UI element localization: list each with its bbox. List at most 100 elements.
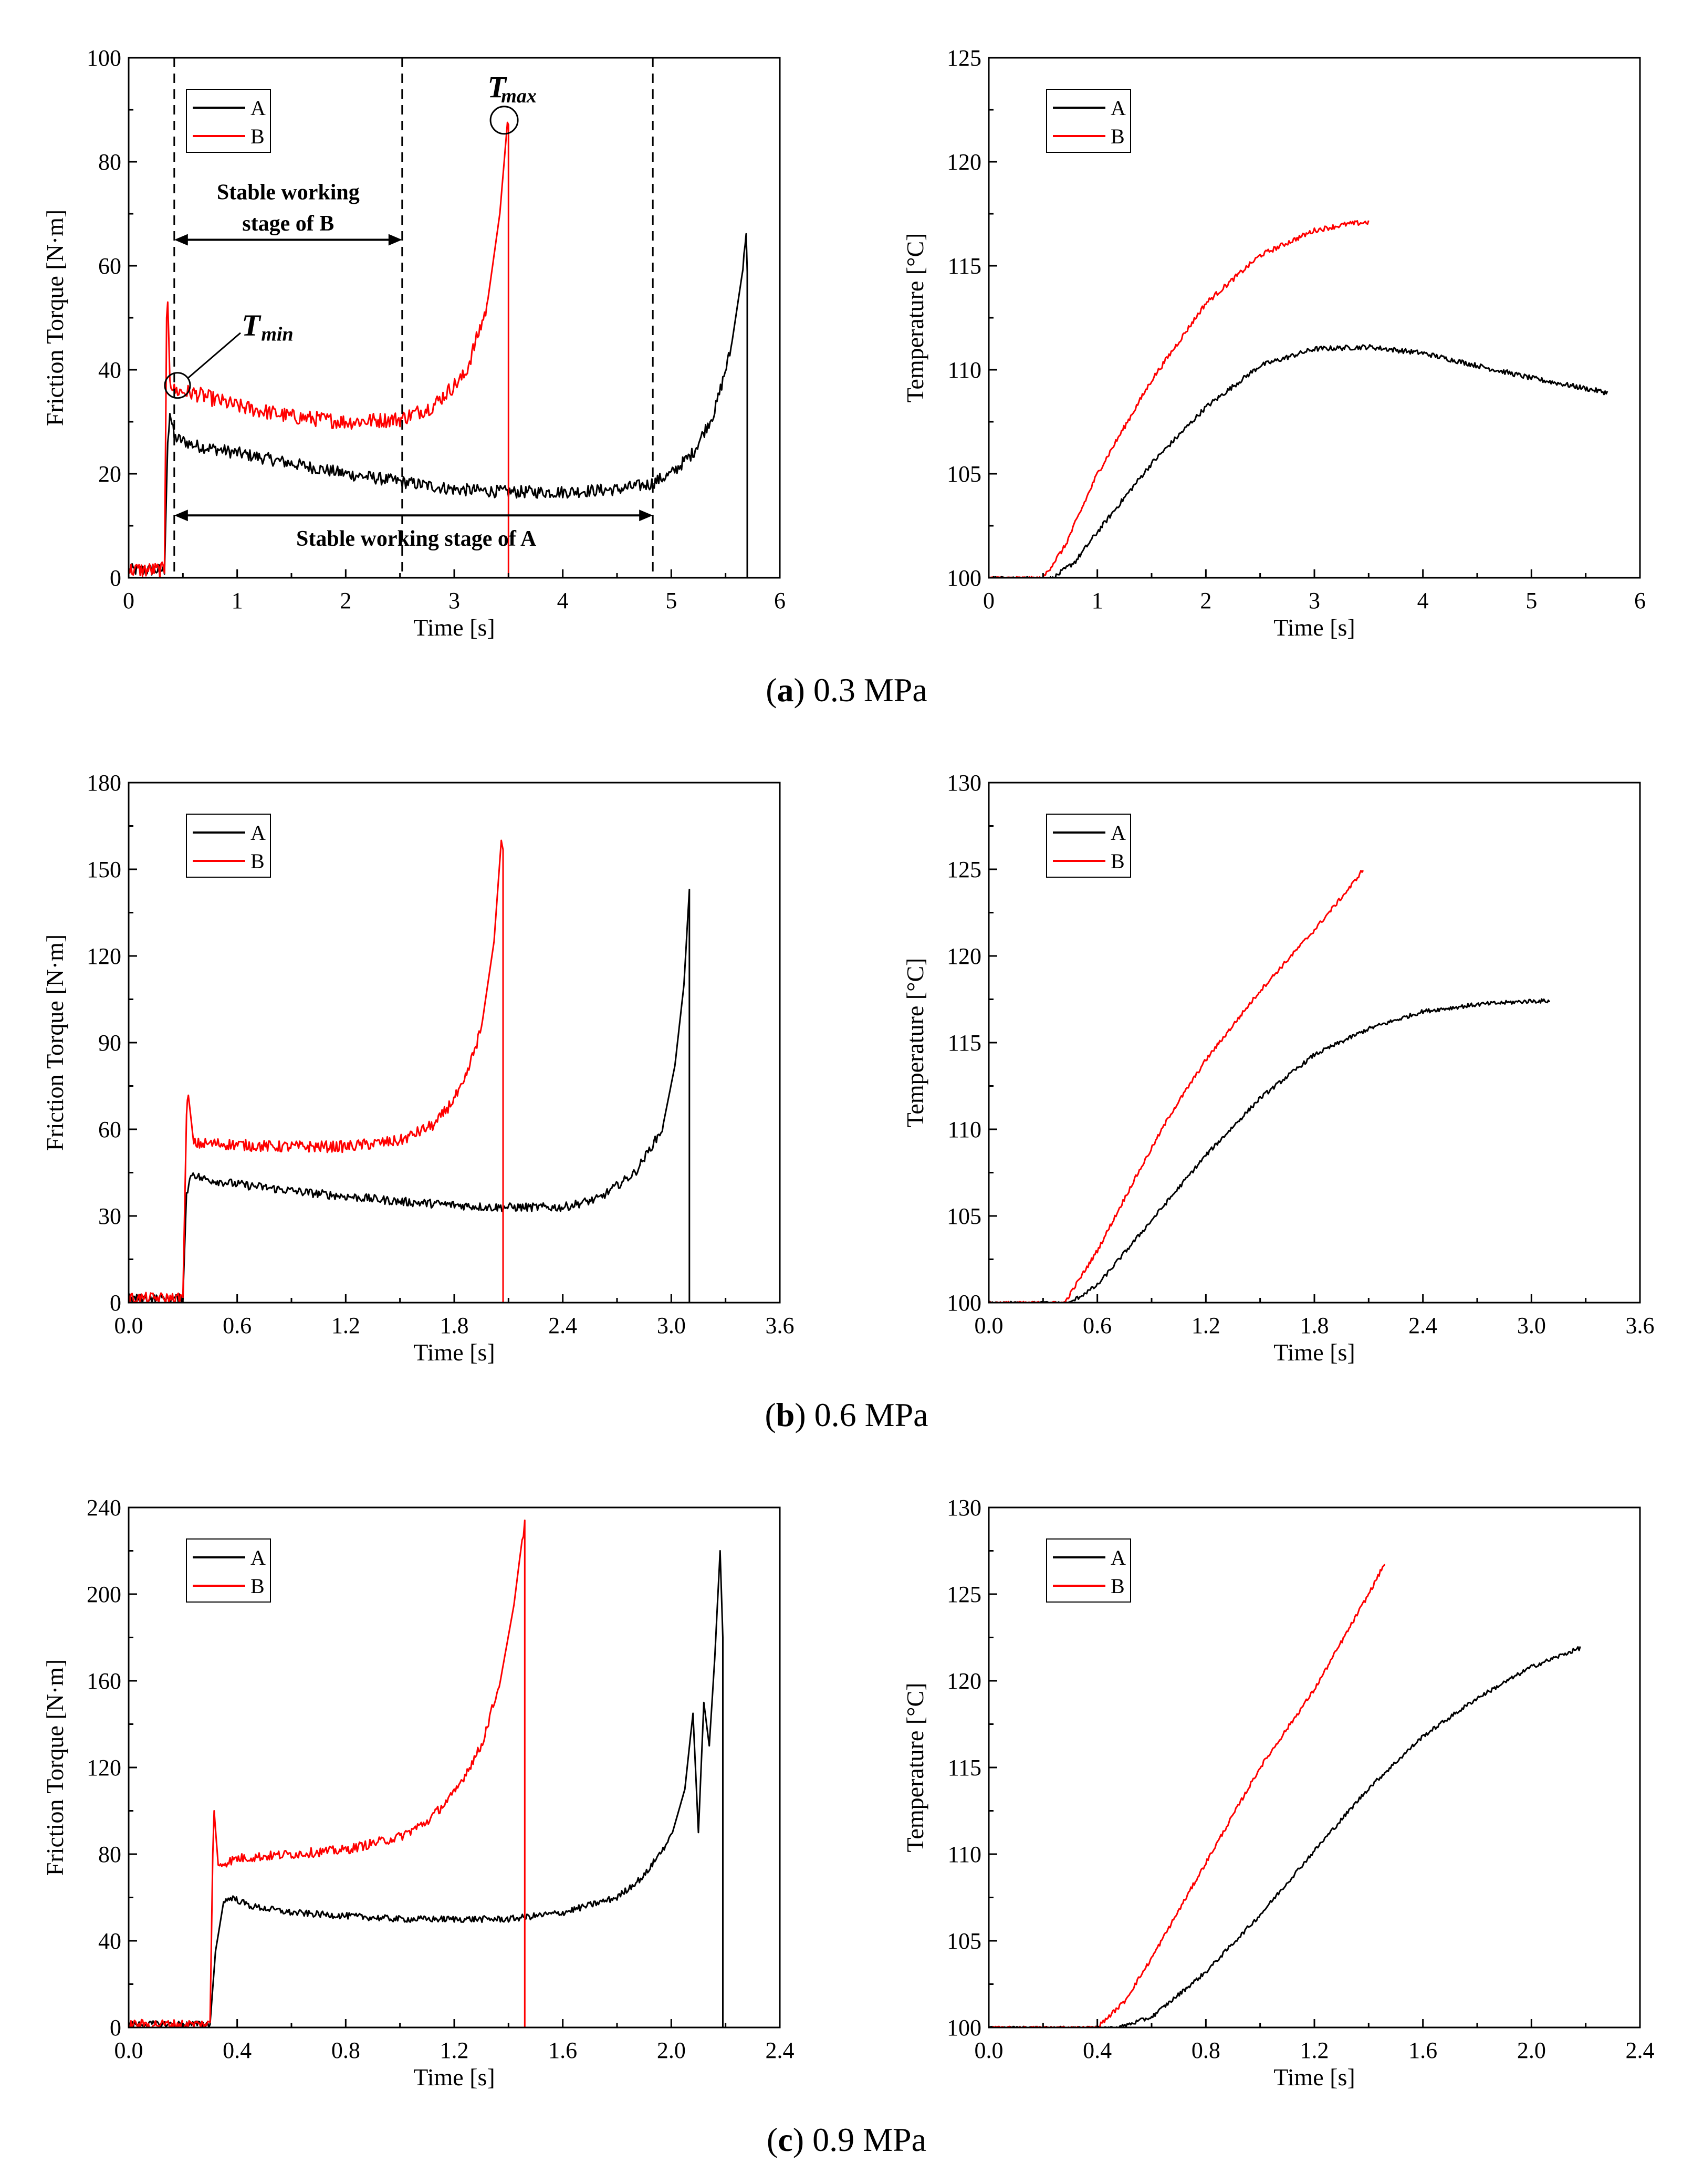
y-tick-label: 115 xyxy=(948,1755,981,1781)
arrow-head-right xyxy=(639,509,653,522)
legend-label-B: B xyxy=(250,124,265,148)
tmin-leader-line xyxy=(187,332,241,379)
y-tick-label: 60 xyxy=(98,1117,121,1142)
y-tick-label: 105 xyxy=(947,1928,981,1954)
y-tick-label: 120 xyxy=(947,149,981,175)
x-axis-label: Time [s] xyxy=(1273,614,1355,641)
caption-a: (a) 0.3 MPa xyxy=(766,671,927,709)
series-B-line xyxy=(989,870,1364,1303)
y-axis-label: Friction Torque [N·m] xyxy=(41,210,68,426)
x-axis-label: Time [s] xyxy=(413,2064,495,2091)
caption-letter: c xyxy=(778,2121,792,2158)
y-axis-label: Temperature [°C] xyxy=(902,1683,928,1853)
caption-open-paren: ( xyxy=(766,671,777,709)
y-tick-label: 90 xyxy=(98,1030,121,1056)
legend: AB xyxy=(1046,89,1131,153)
y-axis-label: Temperature [°C] xyxy=(902,958,928,1128)
y-tick-label: 125 xyxy=(947,1582,981,1607)
x-tick-label: 2 xyxy=(1200,588,1211,613)
y-tick-label: 120 xyxy=(947,943,981,969)
legend-label-A: A xyxy=(1111,96,1126,120)
y-axis-label: Friction Torque [N·m] xyxy=(41,934,68,1151)
y-tick-label: 130 xyxy=(947,1495,981,1521)
y-tick-label: 180 xyxy=(87,770,121,796)
y-tick-label: 60 xyxy=(98,253,121,279)
x-tick-label: 1 xyxy=(1092,588,1103,613)
legend-label-B: B xyxy=(1111,849,1125,873)
legend-label-A: A xyxy=(1111,1546,1126,1569)
x-tick-label: 1.2 xyxy=(331,1313,360,1338)
x-tick-label: 0.6 xyxy=(1083,1313,1112,1338)
series-B-line xyxy=(129,1520,526,2027)
arrow-head-left xyxy=(174,234,188,246)
legend-box xyxy=(186,89,271,153)
y-tick-label: 120 xyxy=(87,943,121,969)
series-B-line xyxy=(989,220,1370,578)
x-axis-label: Time [s] xyxy=(413,614,495,641)
x-tick-label: 2.4 xyxy=(766,2037,795,2063)
y-tick-label: 125 xyxy=(947,45,981,71)
legend-label-A: A xyxy=(1111,821,1126,845)
x-tick-label: 1.6 xyxy=(548,2037,577,2063)
x-tick-label: 5 xyxy=(1525,588,1537,613)
x-axis-label: Time [s] xyxy=(413,1339,495,1366)
series-A-line xyxy=(129,889,691,1303)
y-axis-label: Friction Torque [N·m] xyxy=(41,1659,68,1876)
chart-b-temp: 0.0 0.6 1.2 1.8 2.4 3.0 3.6 100 105 110 115 120 125 1… xyxy=(902,770,1655,1366)
tmin-marker xyxy=(164,372,191,399)
legend-box xyxy=(186,814,271,878)
x-tick-label: 0 xyxy=(123,588,134,613)
y-tick-label: 125 xyxy=(947,857,981,882)
stage-b-label: stage of B xyxy=(242,212,334,236)
caption-open-paren: ( xyxy=(767,2121,778,2158)
x-tick-label: 2.4 xyxy=(548,1313,577,1338)
x-tick-label: 3.6 xyxy=(1626,1313,1655,1338)
x-tick-label: 3.0 xyxy=(657,1313,686,1338)
y-tick-label: 100 xyxy=(947,565,981,591)
y-tick-label: 200 xyxy=(87,1582,121,1607)
x-tick-label: 1.2 xyxy=(1192,1313,1220,1338)
x-tick-label: 1.8 xyxy=(440,1313,469,1338)
stage-b-arrow xyxy=(174,234,402,246)
y-tick-label: 115 xyxy=(948,253,981,279)
chart-b-torque: 0.0 0.6 1.2 1.8 2.4 3.0 3.6 0 30 60 90 120 150 180 Tim… xyxy=(41,770,795,1366)
x-tick-label: 3.6 xyxy=(766,1313,795,1338)
tmax-marker xyxy=(489,106,519,135)
y-tick-label: 110 xyxy=(948,1842,981,1867)
x-tick-label: 4 xyxy=(557,588,569,613)
x-tick-label: 6 xyxy=(774,588,786,613)
y-tick-label: 40 xyxy=(98,357,121,383)
x-tick-label: 3 xyxy=(1309,588,1320,613)
series-A-line xyxy=(129,233,748,578)
legend-label-B: B xyxy=(1111,124,1125,148)
legend: AB xyxy=(1046,1538,1131,1603)
x-tick-label: 4 xyxy=(1417,588,1429,613)
x-tick-label: 6 xyxy=(1634,588,1646,613)
legend-label-B: B xyxy=(250,1574,265,1598)
legend-box xyxy=(186,1538,271,1603)
y-tick-label: 105 xyxy=(947,461,981,487)
caption-text: ) 0.9 MPa xyxy=(793,2121,926,2158)
x-tick-label: 0.8 xyxy=(331,2037,360,2063)
legend: AB xyxy=(1046,814,1131,878)
x-tick-label: 3.0 xyxy=(1517,1313,1546,1338)
tmin-label: T xyxy=(242,308,262,342)
y-tick-label: 100 xyxy=(947,2015,981,2041)
x-tick-label: 0.0 xyxy=(975,2037,1004,2063)
chart-c-temp: 0.0 0.4 0.8 1.2 1.6 2.0 2.4 100 105 110 115 120 125 1… xyxy=(902,1495,1655,2091)
x-tick-label: 3 xyxy=(448,588,460,613)
caption-open-paren: ( xyxy=(765,1396,776,1433)
x-tick-label: 0.4 xyxy=(1083,2037,1112,2063)
legend-box xyxy=(1046,1538,1131,1603)
x-tick-label: 1 xyxy=(232,588,243,613)
chart-c-torque: 0.0 0.4 0.8 1.2 1.6 2.0 2.4 0 40 80 120 160 200 240 Ti… xyxy=(41,1495,795,2091)
y-tick-label: 105 xyxy=(947,1203,981,1229)
caption-letter: a xyxy=(777,671,794,709)
x-tick-label: 2 xyxy=(340,588,351,613)
x-tick-label: 2.0 xyxy=(1517,2037,1546,2063)
x-tick-label: 0.6 xyxy=(223,1313,252,1338)
legend: AB xyxy=(186,1538,271,1603)
tmax-label: T xyxy=(487,70,507,104)
x-tick-label: 2.4 xyxy=(1408,1313,1437,1338)
